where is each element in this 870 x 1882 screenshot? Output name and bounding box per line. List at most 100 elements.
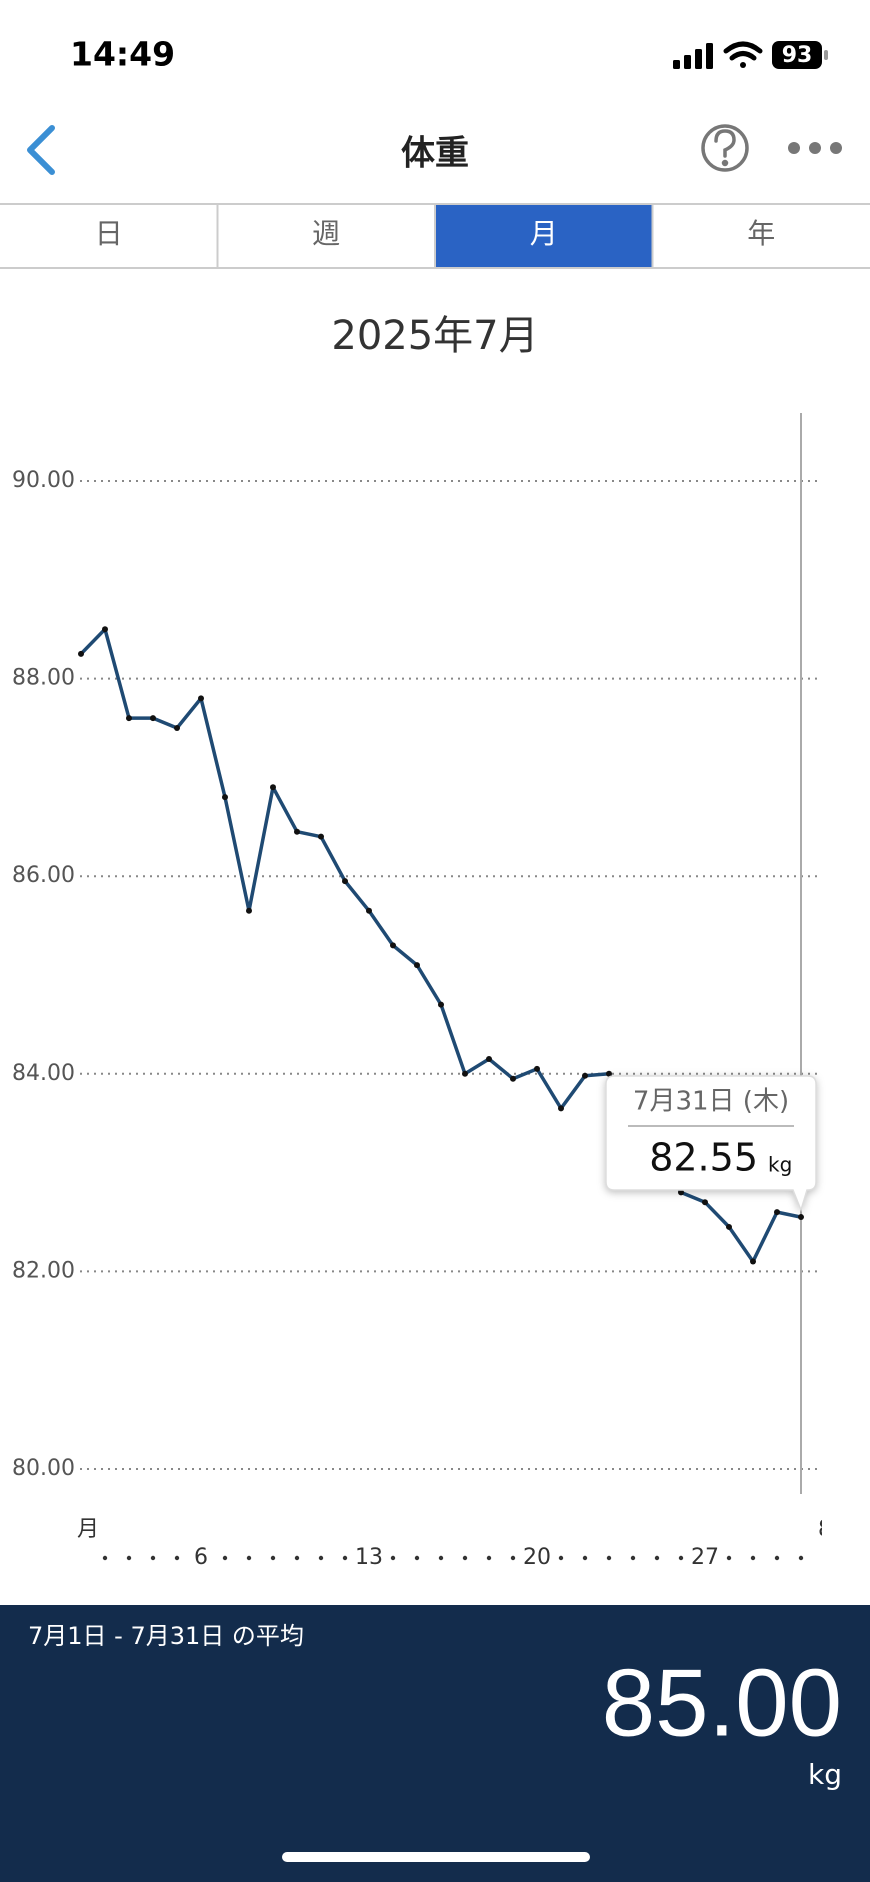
tooltip-value: 82.55: [649, 1136, 758, 1180]
x-minor-dot: [246, 1555, 252, 1561]
x-minor-dot: [318, 1555, 324, 1561]
x-minor-dot: [582, 1555, 588, 1561]
tooltip-unit: kg: [768, 1153, 792, 1177]
tooltip-date: 7月31日 (木): [633, 1087, 789, 1117]
data-point: [462, 1070, 468, 1077]
y-tick-label: 80.00: [12, 1456, 75, 1481]
chart: 80.00 82.00 84.00 86.00 88.00 90.00 7月 6 13 20 27 8…: [12, 413, 832, 1570]
data-point: [246, 907, 252, 914]
y-tick-label: 84.00: [12, 1061, 75, 1086]
chart-title: 2025年7月: [331, 313, 538, 359]
summary-unit: kg: [808, 1758, 842, 1791]
data-point: [126, 715, 132, 722]
y-tick-label: 86.00: [12, 863, 75, 888]
tab-label: 日: [95, 217, 123, 250]
tab[interactable]: [217, 205, 436, 267]
data-point: [270, 784, 276, 791]
data-point: [198, 695, 204, 702]
x-minor-dot: [486, 1555, 492, 1561]
data-point: [750, 1258, 756, 1265]
tab[interactable]: [0, 205, 218, 267]
data-point: [726, 1223, 732, 1230]
x-minor-dot: [750, 1555, 756, 1561]
back-button[interactable]: [27, 125, 55, 175]
data-point: [534, 1065, 540, 1072]
data-point: [798, 1214, 804, 1221]
x-minor-dot: [150, 1555, 156, 1561]
tab-label: 週: [312, 217, 340, 250]
tooltip-box: [605, 1075, 817, 1213]
data-point: [102, 626, 108, 633]
tab[interactable]: [435, 205, 653, 267]
data-point: [366, 907, 372, 914]
x-tick-label: 27: [691, 1545, 719, 1570]
data-point: [390, 942, 396, 949]
x-minor-dot: [102, 1555, 108, 1561]
x-minor-dot: [726, 1555, 732, 1561]
y-tick-label: 90.00: [12, 468, 75, 493]
tab-label: 年: [747, 217, 775, 250]
x-tick-label: 8: [818, 1517, 832, 1542]
summary-range: 7月1日 - 7月31日 の平均: [28, 1622, 304, 1650]
x-minor-dot: [174, 1555, 180, 1561]
signal-icon: [673, 43, 713, 69]
data-point: [78, 650, 84, 657]
x-minor-dot: [390, 1555, 396, 1561]
home-indicator: [282, 1852, 590, 1862]
x-minor-dot: [342, 1555, 348, 1561]
x-minor-dot: [654, 1555, 660, 1561]
data-point: [150, 715, 156, 722]
x-minor-dot: [798, 1555, 804, 1561]
more-button[interactable]: [788, 142, 842, 154]
x-minor-dot: [270, 1555, 276, 1561]
tab[interactable]: [652, 205, 870, 267]
data-point: [678, 1189, 684, 1196]
data-point: [774, 1209, 780, 1216]
y-tick-label: 88.00: [12, 666, 75, 691]
nav-title: 体重: [401, 134, 469, 174]
wifi-icon: [723, 41, 763, 68]
x-minor-dot: [462, 1555, 468, 1561]
x-minor-dot: [774, 1555, 780, 1561]
x-minor-dot: [438, 1555, 444, 1561]
data-point: [606, 1070, 612, 1077]
x-axis: 7月 6 13 20 27 8: [63, 1517, 832, 1570]
data-point: [486, 1055, 492, 1062]
data-point: [222, 794, 228, 801]
x-tick-label: 6: [194, 1545, 208, 1570]
status-time: 14:49: [70, 35, 175, 74]
x-minor-dot: [126, 1555, 132, 1561]
x-minor-dot: [414, 1555, 420, 1561]
data-point: [582, 1072, 588, 1079]
x-minor-dot: [558, 1555, 564, 1561]
x-tick-label: 20: [523, 1545, 551, 1570]
summary-average: 85.00: [602, 1649, 842, 1756]
data-point: [294, 828, 300, 835]
x-minor-dot: [678, 1555, 684, 1561]
battery-icon: 93: [772, 41, 828, 69]
summary-panel: [0, 1605, 870, 1882]
data-point: [174, 725, 180, 731]
x-minor-dot: [510, 1555, 516, 1561]
data-point: [702, 1199, 708, 1206]
x-tick-label: 13: [355, 1545, 383, 1570]
x-minor-dot: [294, 1555, 300, 1561]
x-minor-dot: [606, 1555, 612, 1561]
data-point: [318, 833, 324, 840]
plot: [78, 626, 804, 1265]
x-tick-label: 7月: [63, 1517, 99, 1542]
data-point: [342, 878, 348, 885]
help-button[interactable]: [701, 124, 749, 172]
tab-bar: 日週月年: [0, 205, 870, 267]
data-point: [438, 1001, 444, 1008]
data-point: [510, 1075, 516, 1082]
x-minor-dot: [222, 1555, 228, 1561]
y-tick-label: 82.00: [12, 1258, 75, 1283]
data-point: [558, 1105, 564, 1112]
data-point: [414, 962, 420, 969]
x-minor-dot: [630, 1555, 636, 1561]
battery-level: 93: [782, 43, 813, 68]
